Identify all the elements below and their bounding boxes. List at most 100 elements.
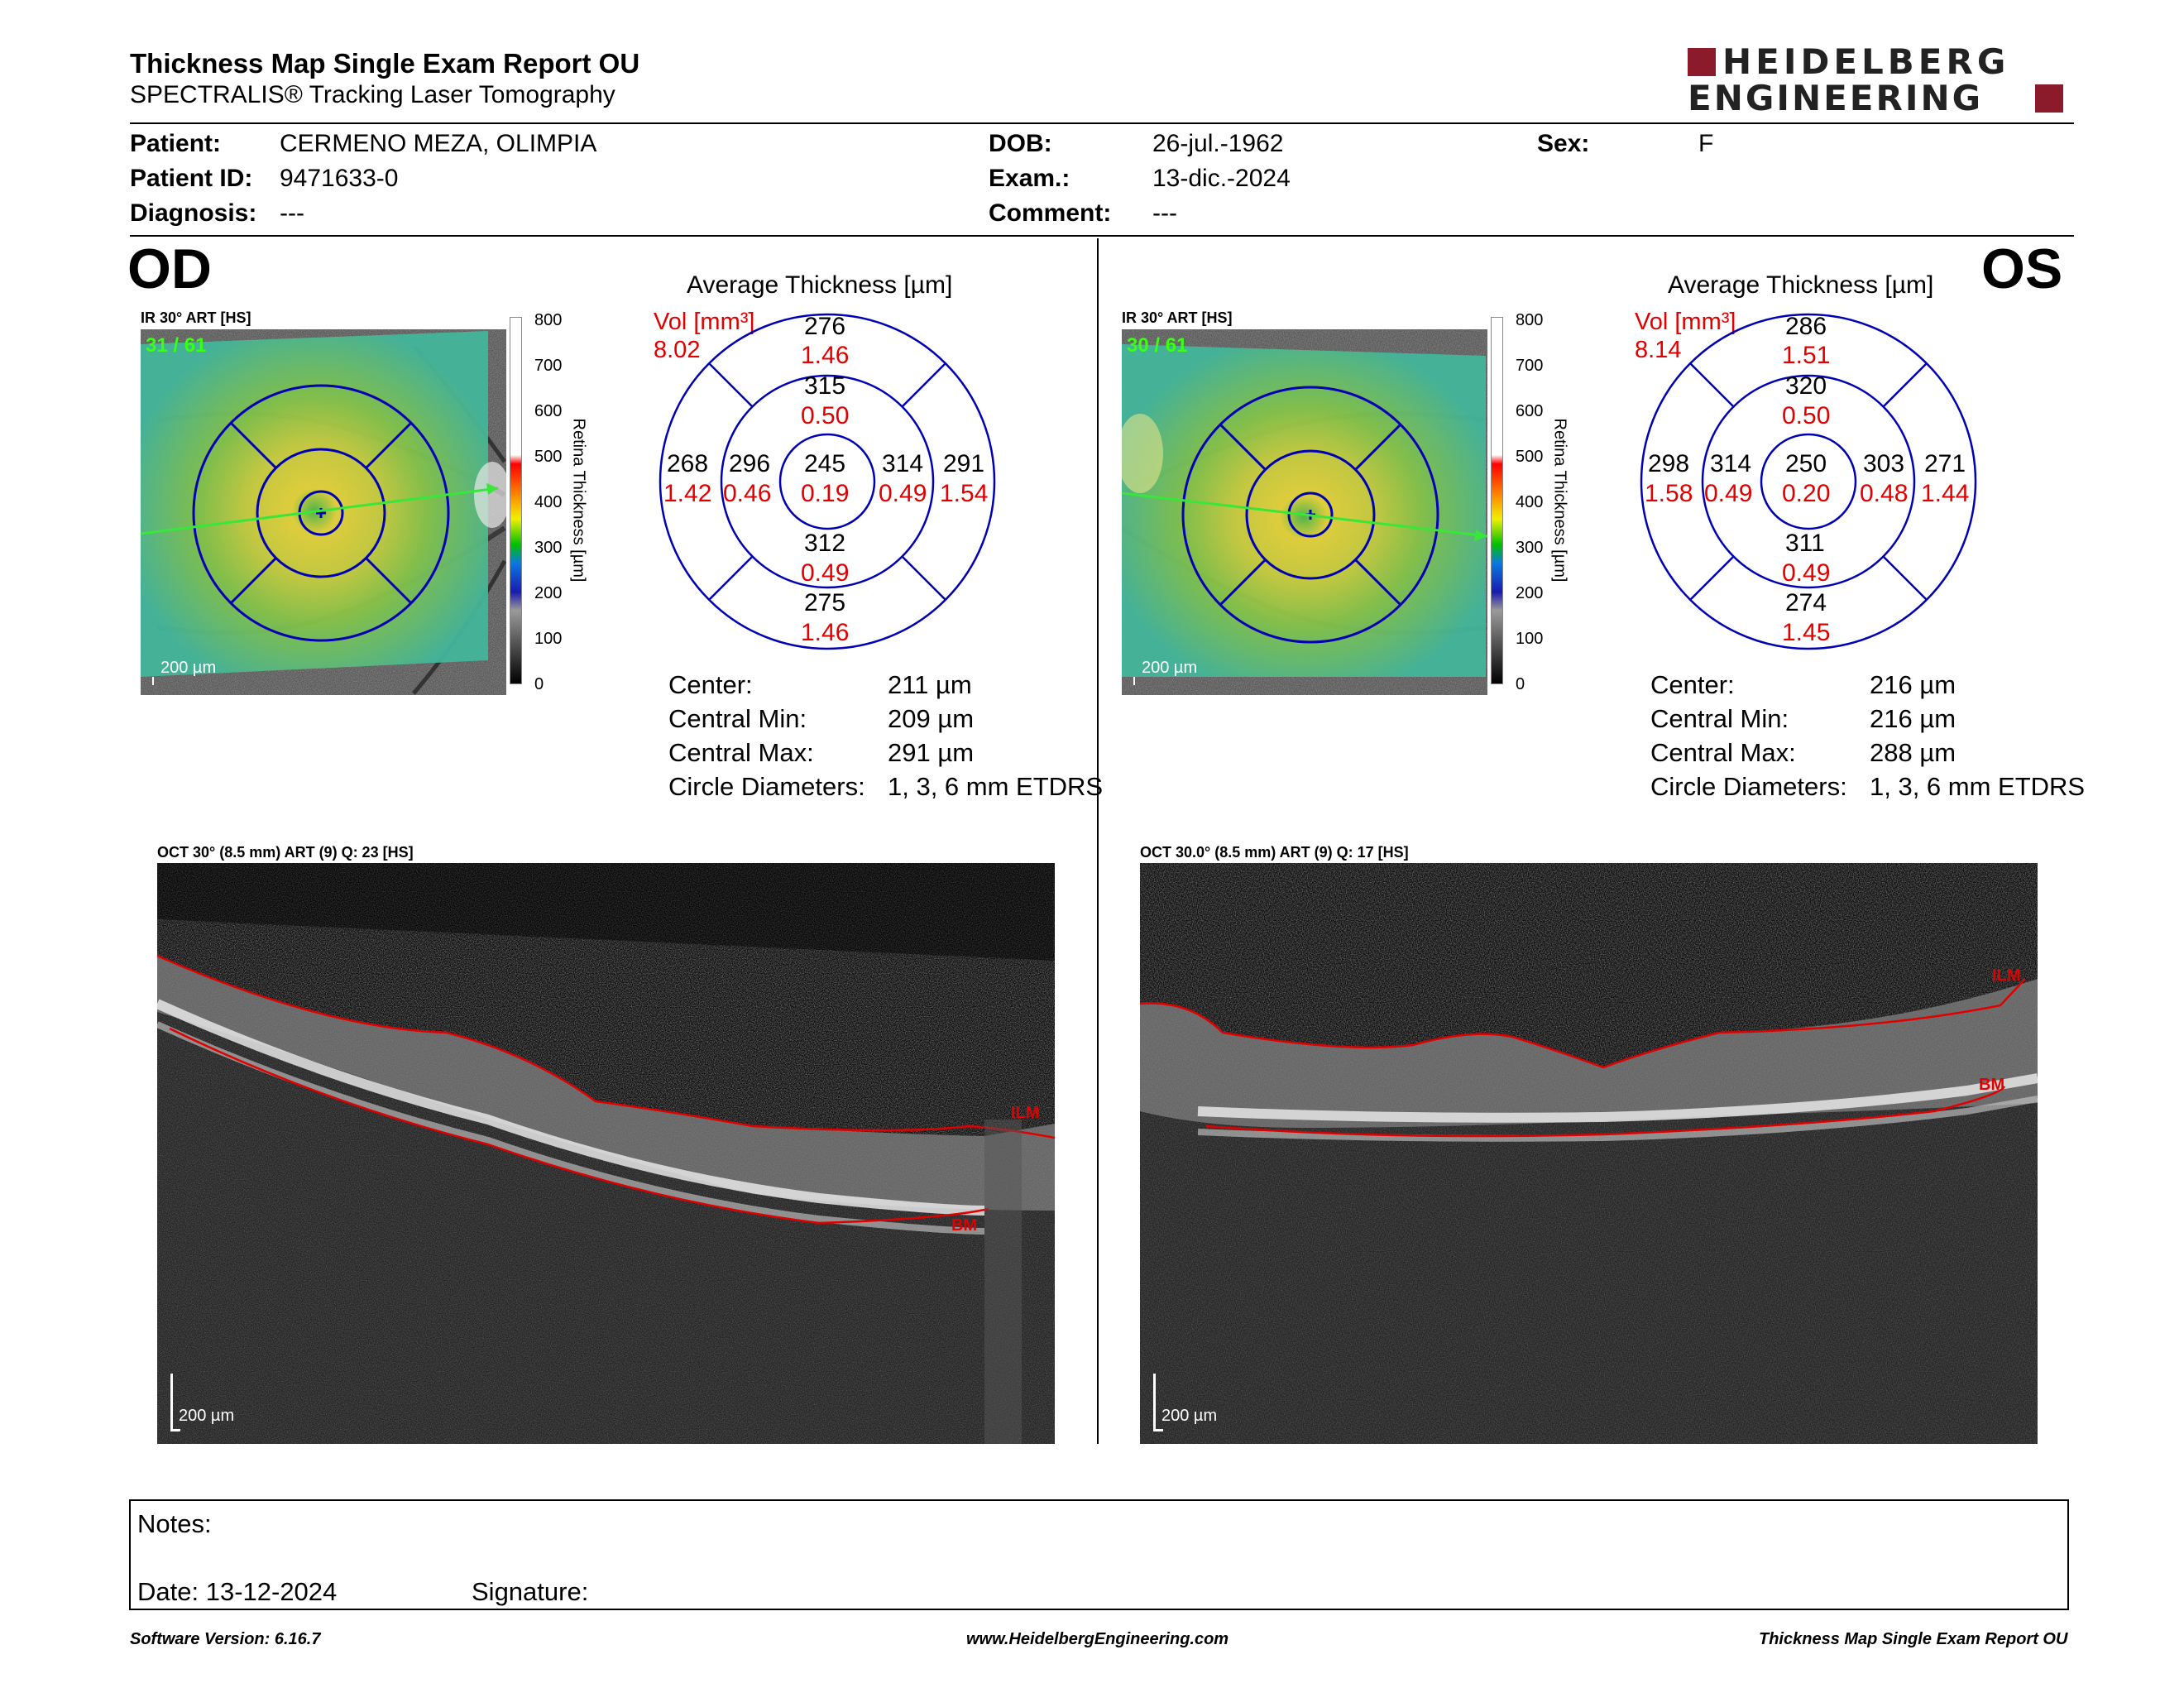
diagnosis-value: --- (280, 199, 304, 227)
heidelberg-logo: HEIDELBERG ENGINEERING (1688, 41, 2068, 118)
od-frame-counter: 31 / 61 (146, 334, 207, 357)
os-inner-inf-thickness: 311 (1785, 530, 1825, 557)
od-bm-label: BM (951, 1216, 978, 1235)
os-vol-value: 8.14 (1635, 337, 1682, 363)
os-max-value: 288 µm (1870, 738, 1956, 767)
patient-label: Patient: (130, 130, 222, 157)
os-center-thickness: 250 (1785, 450, 1827, 477)
sex-value: F (1698, 130, 1714, 157)
os-inner-sup-volume: 0.50 (1782, 402, 1831, 429)
od-min-value: 209 µm (888, 704, 975, 733)
od-inner-inf-volume: 0.49 (801, 559, 850, 587)
od-center-volume: 0.19 (801, 480, 850, 507)
os-avg-title: Average Thickness [µm] (1668, 271, 1934, 299)
dob-label: DOB: (989, 130, 1052, 157)
os-min-value: 216 µm (1870, 704, 1956, 733)
os-outer-inf-volume: 1.45 (1782, 619, 1831, 646)
od-center-thickness: 245 (804, 450, 846, 477)
os-inner-right-thickness: 303 (1863, 450, 1905, 477)
os-cbar-tick-300: 300 (1516, 539, 1544, 557)
os-ilm-label: ILM (1992, 966, 2021, 985)
os-inner-left-volume: 0.49 (1704, 480, 1753, 507)
od-oct-scale-foot (170, 1429, 180, 1431)
od-map-scale-bar (152, 677, 154, 685)
os-map-scale-bar (1133, 677, 1135, 685)
od-oct-scale-bar (170, 1374, 173, 1431)
notes-box[interactable]: Notes: Date: 13-12-2024 Signature: (129, 1499, 2069, 1610)
os-outer-sup-volume: 1.51 (1782, 342, 1831, 369)
os-inner-right-volume: 0.48 (1860, 480, 1909, 507)
os-frame-counter: 30 / 61 (1127, 334, 1188, 357)
od-outer-right-volume: 1.54 (940, 480, 989, 507)
od-inner-right-volume: 0.49 (879, 480, 927, 507)
od-max-label: Central Max: (668, 738, 814, 767)
footer-software: Software Version: 6.16.7 (130, 1630, 321, 1648)
logo-square-top (1688, 48, 1716, 76)
od-inner-sup-thickness: 315 (804, 372, 846, 400)
diagnosis-label: Diagnosis: (130, 199, 257, 227)
od-vol-value: 8.02 (654, 337, 701, 363)
os-cbar-tick-0: 0 (1516, 675, 1525, 693)
od-vol-label: Vol [mm³] (654, 309, 755, 335)
os-colorbar (1491, 317, 1503, 684)
os-ir-label: IR 30° ART [HS] (1122, 309, 1233, 326)
os-diam-value: 1, 3, 6 mm ETDRS (1870, 772, 2086, 801)
exam-value: 13-dic.-2024 (1152, 165, 1291, 192)
od-eye-label: OD (127, 237, 212, 300)
patient-id-label: Patient ID: (130, 165, 253, 192)
os-oct-label: OCT 30.0° (8.5 mm) ART (9) Q: 17 [HS] (1140, 844, 1409, 861)
od-cbar-tick-700: 700 (534, 357, 563, 375)
od-center-label: Center: (668, 670, 753, 699)
os-cbar-tick-100: 100 (1516, 630, 1544, 648)
od-ilm-label: ILM (1011, 1104, 1040, 1122)
os-colorbar-label: Retina Thickness [µm] (1550, 418, 1569, 583)
od-outer-sup-thickness: 276 (804, 313, 846, 340)
od-inner-left-volume: 0.46 (723, 480, 772, 507)
os-center-label: Center: (1650, 670, 1735, 699)
od-inner-left-thickness: 296 (729, 450, 771, 477)
od-outer-left-thickness: 268 (667, 450, 709, 477)
os-min-label: Central Min: (1650, 704, 1789, 733)
sex-label: Sex: (1537, 130, 1590, 157)
od-center-value: 211 µm (888, 670, 972, 699)
os-cbar-tick-600: 600 (1516, 402, 1544, 420)
os-cbar-tick-800: 800 (1516, 311, 1544, 329)
os-oct-scale-bar (1153, 1374, 1156, 1431)
os-etdrs-grid (1640, 313, 1977, 650)
od-cbar-tick-100: 100 (534, 630, 563, 648)
footer-website[interactable]: www.HeidelbergEngineering.com (966, 1630, 1229, 1648)
od-colorbar (510, 317, 522, 684)
patient-name: CERMENO MEZA, OLIMPIA (280, 130, 597, 157)
os-vol-label: Vol [mm³] (1635, 309, 1736, 335)
os-max-label: Central Max: (1650, 738, 1796, 767)
os-oct-scale-foot (1153, 1429, 1163, 1431)
os-center-volume: 0.20 (1782, 480, 1831, 507)
od-cbar-tick-300: 300 (534, 539, 563, 557)
os-oct-scale: 200 µm (1161, 1407, 1218, 1425)
od-diam-value: 1, 3, 6 mm ETDRS (888, 772, 1104, 801)
os-cbar-tick-500: 500 (1516, 448, 1544, 466)
os-etdrs-overlay (1122, 386, 1487, 644)
dob-value: 26-jul.-1962 (1152, 130, 1284, 157)
od-min-label: Central Min: (668, 704, 807, 733)
od-oct-label: OCT 30° (8.5 mm) ART (9) Q: 23 [HS] (157, 844, 414, 861)
od-cbar-tick-200: 200 (534, 584, 563, 602)
od-outer-inf-thickness: 275 (804, 589, 846, 616)
od-outer-left-volume: 1.42 (663, 480, 712, 507)
notes-signature: Signature: (472, 1577, 589, 1606)
os-inner-sup-thickness: 320 (1785, 372, 1827, 400)
od-outer-right-thickness: 291 (943, 450, 985, 477)
od-cbar-tick-500: 500 (534, 448, 563, 466)
od-map-scale: 200 µm (160, 659, 217, 677)
os-outer-right-volume: 1.44 (1921, 480, 1970, 507)
od-oct-scale: 200 µm (179, 1407, 235, 1425)
od-inner-sup-volume: 0.50 (801, 402, 850, 429)
od-max-value: 291 µm (888, 738, 975, 767)
od-inner-right-thickness: 314 (882, 450, 924, 477)
os-inner-inf-volume: 0.49 (1782, 559, 1831, 587)
os-outer-sup-thickness: 286 (1785, 313, 1827, 340)
comment-label: Comment: (989, 199, 1112, 227)
report-title: Thickness Map Single Exam Report OU (130, 48, 640, 79)
logo-square-bottom (2035, 84, 2063, 113)
od-inner-inf-thickness: 312 (804, 530, 846, 557)
